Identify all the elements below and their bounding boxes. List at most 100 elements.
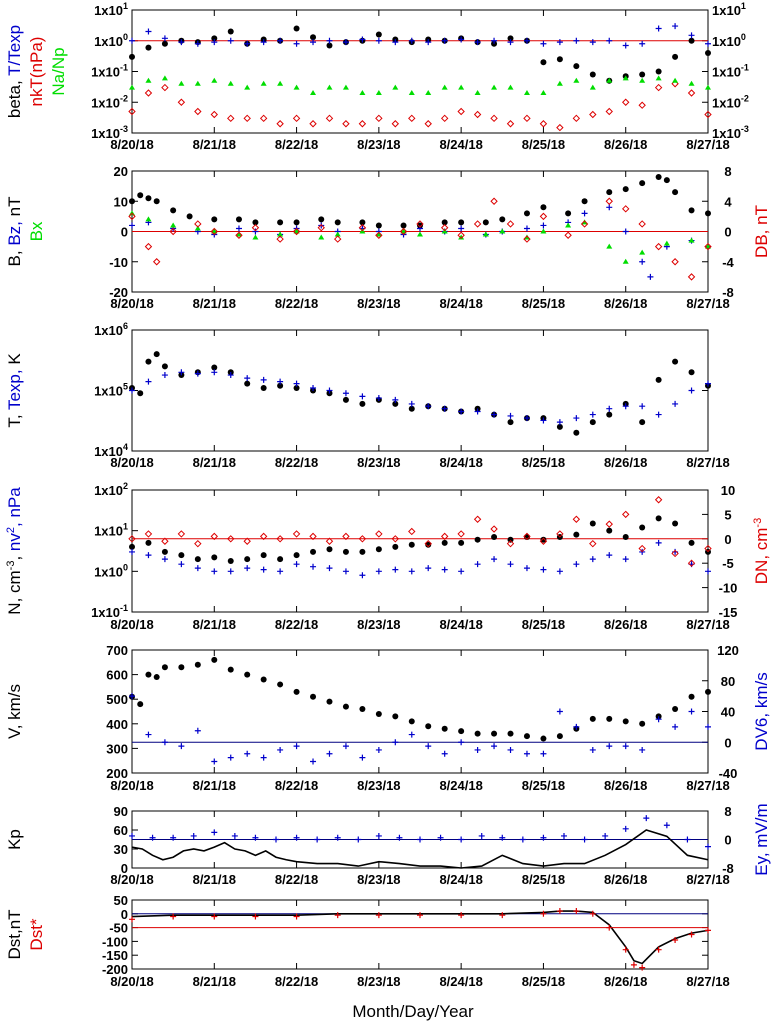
data-point xyxy=(687,273,696,281)
data-point xyxy=(622,510,630,519)
data-point xyxy=(581,836,588,843)
data-point xyxy=(375,546,382,553)
data-point xyxy=(392,566,399,573)
data-point xyxy=(417,222,423,229)
data-point xyxy=(194,107,202,116)
data-point xyxy=(672,77,679,83)
data-point xyxy=(572,114,581,123)
data-point xyxy=(408,405,415,412)
data-point xyxy=(277,37,284,44)
data-point xyxy=(474,89,481,95)
x-tick-label: 8/20/18 xyxy=(110,617,153,632)
data-point xyxy=(440,532,449,541)
x-tick-label: 8/25/18 xyxy=(522,778,565,793)
y-axis-title: Kp xyxy=(5,829,24,850)
data-point xyxy=(540,735,547,742)
y2-tick-label: -4 xyxy=(722,255,734,270)
data-point xyxy=(260,566,267,573)
y2-tick-label: 1x10-3 xyxy=(712,124,749,141)
data-point xyxy=(129,543,135,550)
data-point xyxy=(519,836,526,843)
data-point xyxy=(375,395,382,402)
data-point xyxy=(580,220,589,228)
data-point xyxy=(556,39,563,46)
data-point xyxy=(227,535,235,543)
data-point xyxy=(523,114,531,123)
data-point xyxy=(499,912,506,919)
data-point xyxy=(342,548,349,555)
data-point xyxy=(655,376,662,383)
data-point xyxy=(161,739,168,746)
data-point xyxy=(507,730,514,737)
data-point xyxy=(334,834,341,841)
data-point xyxy=(540,222,547,229)
data-point xyxy=(654,242,663,251)
data-point xyxy=(161,537,169,545)
data-point xyxy=(326,42,333,49)
data-point xyxy=(375,568,382,575)
data-point xyxy=(252,913,259,920)
y2-tick-label: -8 xyxy=(722,861,734,876)
data-point xyxy=(161,556,168,563)
data-point xyxy=(639,77,646,83)
data-point xyxy=(145,28,152,35)
data-point xyxy=(417,836,423,843)
data-point xyxy=(273,836,279,843)
data-point xyxy=(145,216,152,222)
data-point xyxy=(622,825,629,832)
series-n xyxy=(129,515,711,564)
data-point xyxy=(589,411,596,418)
data-point xyxy=(375,89,382,95)
data-point xyxy=(326,698,333,705)
data-point xyxy=(473,515,482,523)
y-tick-label: 1x101 xyxy=(94,522,128,539)
data-point xyxy=(639,524,646,531)
data-point xyxy=(573,429,580,436)
data-point xyxy=(211,35,218,42)
x-tick-label: 8/21/18 xyxy=(193,778,236,793)
data-point xyxy=(276,235,284,243)
y2-tick-label: 0 xyxy=(724,532,731,547)
data-point xyxy=(309,120,317,128)
y-tick-label: 1x10-3 xyxy=(91,124,128,141)
data-point xyxy=(425,89,432,95)
data-point xyxy=(490,525,498,533)
data-point xyxy=(622,718,629,725)
data-point xyxy=(643,815,650,822)
y2-tick-label: 0 xyxy=(724,833,731,848)
data-point xyxy=(705,927,711,934)
data-point xyxy=(671,258,679,266)
data-point xyxy=(169,227,177,236)
data-point xyxy=(244,556,251,563)
data-point xyxy=(178,561,185,568)
x-tick-label: 8/20/18 xyxy=(110,137,153,152)
y-tick-label: 50 xyxy=(114,893,128,908)
data-point xyxy=(639,964,646,971)
data-point xyxy=(145,195,152,202)
data-point xyxy=(194,80,201,86)
y-tick-label: 700 xyxy=(106,643,128,658)
series-line xyxy=(131,829,709,869)
data-point xyxy=(359,548,366,555)
panel-frame xyxy=(131,9,709,134)
data-point xyxy=(491,84,498,90)
data-point xyxy=(639,180,646,187)
y2-tick-label: 1x100 xyxy=(712,32,746,49)
data-point xyxy=(129,548,135,555)
data-point xyxy=(325,114,334,123)
data-point xyxy=(211,39,218,46)
data-point xyxy=(573,723,580,730)
data-point xyxy=(408,527,416,536)
data-point xyxy=(260,754,267,761)
data-point xyxy=(556,80,563,86)
data-point xyxy=(556,419,563,426)
panel-dst: 8/20/18 8/21/18 8/22/18 8/23/18 8/24/18 8/25/… xyxy=(5,893,730,989)
data-point xyxy=(359,219,366,226)
data-point xyxy=(153,351,160,358)
y-tick-label: 1x106 xyxy=(94,321,128,338)
y-tick-label: 1x10-2 xyxy=(91,93,128,110)
x-tick-label: 8/20/18 xyxy=(110,872,153,887)
data-point xyxy=(375,231,383,239)
data-point xyxy=(688,37,695,44)
data-point xyxy=(359,89,366,95)
